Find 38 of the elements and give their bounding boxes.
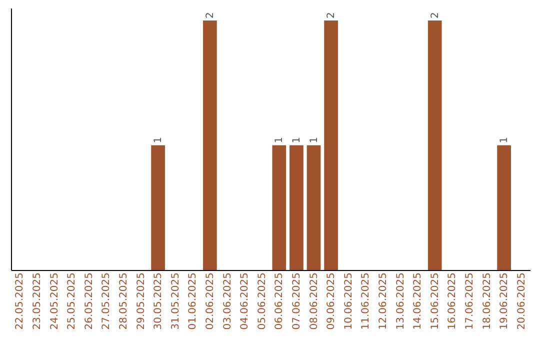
x-tick-label: 15.06.2025 <box>430 272 441 330</box>
x-tick-label: 26.05.2025 <box>84 272 95 330</box>
data-label: 2 <box>430 12 441 18</box>
x-tick-label: 18.06.2025 <box>482 272 493 330</box>
x-tick-label: 19.06.2025 <box>499 272 510 330</box>
x-tick-label: 31.05.2025 <box>170 272 182 330</box>
data-label: 2 <box>326 12 338 18</box>
data-label: 1 <box>153 136 164 144</box>
x-tick-label: 09.06.2025 <box>326 272 338 330</box>
x-tick-label: 07.06.2025 <box>291 272 302 330</box>
x-tick-label: 29.05.2025 <box>136 272 147 330</box>
x-tick-label: 28.05.2025 <box>118 272 130 330</box>
x-tick-label: 05.06.2025 <box>256 272 268 330</box>
x-tick-label: 04.06.2025 <box>240 272 251 330</box>
x-tick-label: 20.06.2025 <box>516 272 528 330</box>
x-tick-label: 25.05.2025 <box>66 272 78 330</box>
x-tick-label: 06.06.2025 <box>274 272 286 330</box>
x-tick-label: 12.06.2025 <box>378 272 389 330</box>
x-tick-label: 01.06.2025 <box>188 272 199 330</box>
x-tick-label: 17.06.2025 <box>464 272 476 330</box>
x-tick-label: 11.06.2025 <box>360 272 372 330</box>
data-label: 1 <box>308 136 320 144</box>
data-label: 1 <box>499 136 510 144</box>
x-tick-label: 24.05.2025 <box>49 272 60 330</box>
data-label: 1 <box>274 136 286 144</box>
x-tick-label: 27.05.2025 <box>101 272 112 330</box>
x-tick-label: 14.06.2025 <box>412 272 424 330</box>
x-tick-label: 10.06.2025 <box>343 272 354 330</box>
x-tick-label: 30.05.2025 <box>153 272 164 330</box>
x-tick-label: 03.06.2025 <box>222 272 234 330</box>
data-label: 2 <box>204 12 216 18</box>
x-tick-label: 08.06.2025 <box>308 272 320 330</box>
x-tick-label: 13.06.2025 <box>395 272 406 330</box>
x-tick-label: 02.06.2025 <box>204 272 216 330</box>
x-tick-label: 22.05.2025 <box>14 272 26 330</box>
data-label: 1 <box>291 136 302 144</box>
x-tick-label: 23.05.2025 <box>32 272 43 330</box>
x-tick-label: 16.06.2025 <box>447 272 458 330</box>
